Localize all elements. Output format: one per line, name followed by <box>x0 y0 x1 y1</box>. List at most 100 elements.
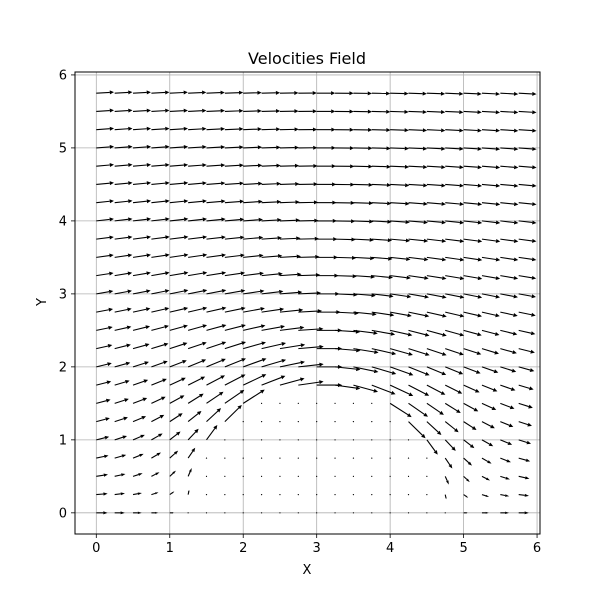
velocity-arrow <box>298 182 318 187</box>
velocity-arrow <box>261 181 281 186</box>
velocity-arrow <box>463 348 482 355</box>
velocity-arrow <box>243 235 264 240</box>
velocity-arrow <box>371 384 396 395</box>
velocity-arrow <box>408 146 428 151</box>
velocity-arrow <box>188 108 207 113</box>
velocity-arrow <box>407 457 410 459</box>
velocity-arrow <box>132 343 150 350</box>
velocity-arrow <box>206 375 225 386</box>
velocity-arrow <box>316 439 318 441</box>
velocity-arrow <box>352 439 355 441</box>
velocity-arrow <box>188 253 208 258</box>
velocity-arrow <box>408 183 428 188</box>
velocity-arrow <box>426 366 447 376</box>
velocity-arrow <box>353 366 379 374</box>
velocity-arrow <box>187 447 196 459</box>
x-axis-label: X <box>303 563 312 578</box>
x-tick-label: 6 <box>533 541 541 556</box>
velocity-arrow <box>224 457 226 459</box>
velocity-arrow <box>445 256 465 262</box>
velocity-arrow <box>96 90 115 95</box>
velocity-arrow <box>261 307 285 313</box>
velocity-arrow <box>445 329 465 337</box>
velocity-arrow <box>426 384 446 395</box>
velocity-arrow <box>261 90 281 95</box>
velocity-arrow <box>518 384 534 391</box>
velocity-arrow <box>353 146 373 151</box>
velocity-arrow <box>279 439 281 441</box>
velocity-arrow <box>390 128 409 133</box>
velocity-arrow <box>444 476 449 485</box>
velocity-arrow <box>408 421 426 439</box>
velocity-arrow <box>151 181 170 186</box>
velocity-arrow <box>352 457 355 459</box>
velocity-arrow <box>169 181 189 186</box>
velocity-arrow <box>242 457 244 459</box>
velocity-arrow <box>96 307 114 313</box>
velocity-arrow <box>298 362 324 368</box>
velocity-arrow <box>224 199 245 204</box>
velocity-arrow <box>279 377 305 386</box>
velocity-arrow <box>133 511 142 515</box>
velocity-arrow <box>242 389 265 404</box>
velocity-arrow <box>206 306 227 313</box>
velocity-arrow <box>206 235 226 240</box>
velocity-arrow <box>408 348 430 356</box>
velocity-arrow <box>500 165 519 170</box>
velocity-arrow <box>500 329 518 336</box>
velocity-arrow <box>481 311 500 318</box>
velocity-arrow <box>224 306 246 313</box>
velocity-arrow <box>297 512 299 514</box>
velocity-arrow <box>390 238 411 243</box>
velocity-arrow <box>169 491 175 496</box>
velocity-arrow <box>224 439 226 441</box>
velocity-arrow <box>500 494 510 497</box>
velocity-arrow <box>353 237 374 242</box>
velocity-arrow <box>408 238 429 243</box>
arrows <box>96 90 537 515</box>
velocity-arrow <box>206 358 226 368</box>
velocity-arrow <box>426 293 447 299</box>
velocity-arrow <box>242 512 244 514</box>
velocity-arrow <box>297 493 299 496</box>
velocity-arrow <box>389 493 391 496</box>
velocity-arrow <box>463 329 482 337</box>
velocity-arrow <box>169 342 188 350</box>
velocity-arrow <box>371 366 397 375</box>
velocity-arrow <box>96 163 115 168</box>
velocity-arrow <box>114 235 133 240</box>
velocity-arrow <box>353 182 373 187</box>
velocity-arrow <box>205 493 208 496</box>
velocity-arrow <box>371 475 373 477</box>
velocity-arrow <box>151 307 170 313</box>
velocity-arrow <box>187 324 208 331</box>
velocity-arrow <box>390 183 410 188</box>
velocity-arrow <box>114 454 127 459</box>
velocity-arrow <box>206 217 226 222</box>
velocity-arrow <box>371 402 373 404</box>
velocity-arrow <box>463 512 468 514</box>
velocity-arrow <box>169 144 189 149</box>
velocity-arrow <box>444 421 459 433</box>
velocity-arrow <box>96 235 114 240</box>
velocity-arrow <box>500 421 514 428</box>
velocity-arrow <box>151 144 170 149</box>
velocity-arrow <box>279 308 304 313</box>
velocity-arrow <box>243 253 264 258</box>
velocity-arrow <box>260 421 263 423</box>
velocity-arrow <box>96 380 112 386</box>
velocity-arrow <box>445 238 465 243</box>
velocity-arrow <box>463 293 483 299</box>
velocity-arrow <box>371 512 373 514</box>
velocity-arrow <box>132 144 152 149</box>
velocity-arrow <box>481 329 500 336</box>
velocity-arrow <box>408 384 430 396</box>
velocity-arrow <box>426 421 442 436</box>
velocity-arrow <box>298 218 319 223</box>
velocity-arrow <box>335 182 355 187</box>
velocity-arrow <box>297 475 299 477</box>
velocity-arrow <box>96 325 113 331</box>
velocity-arrow <box>426 402 444 415</box>
velocity-arrow <box>463 402 479 412</box>
